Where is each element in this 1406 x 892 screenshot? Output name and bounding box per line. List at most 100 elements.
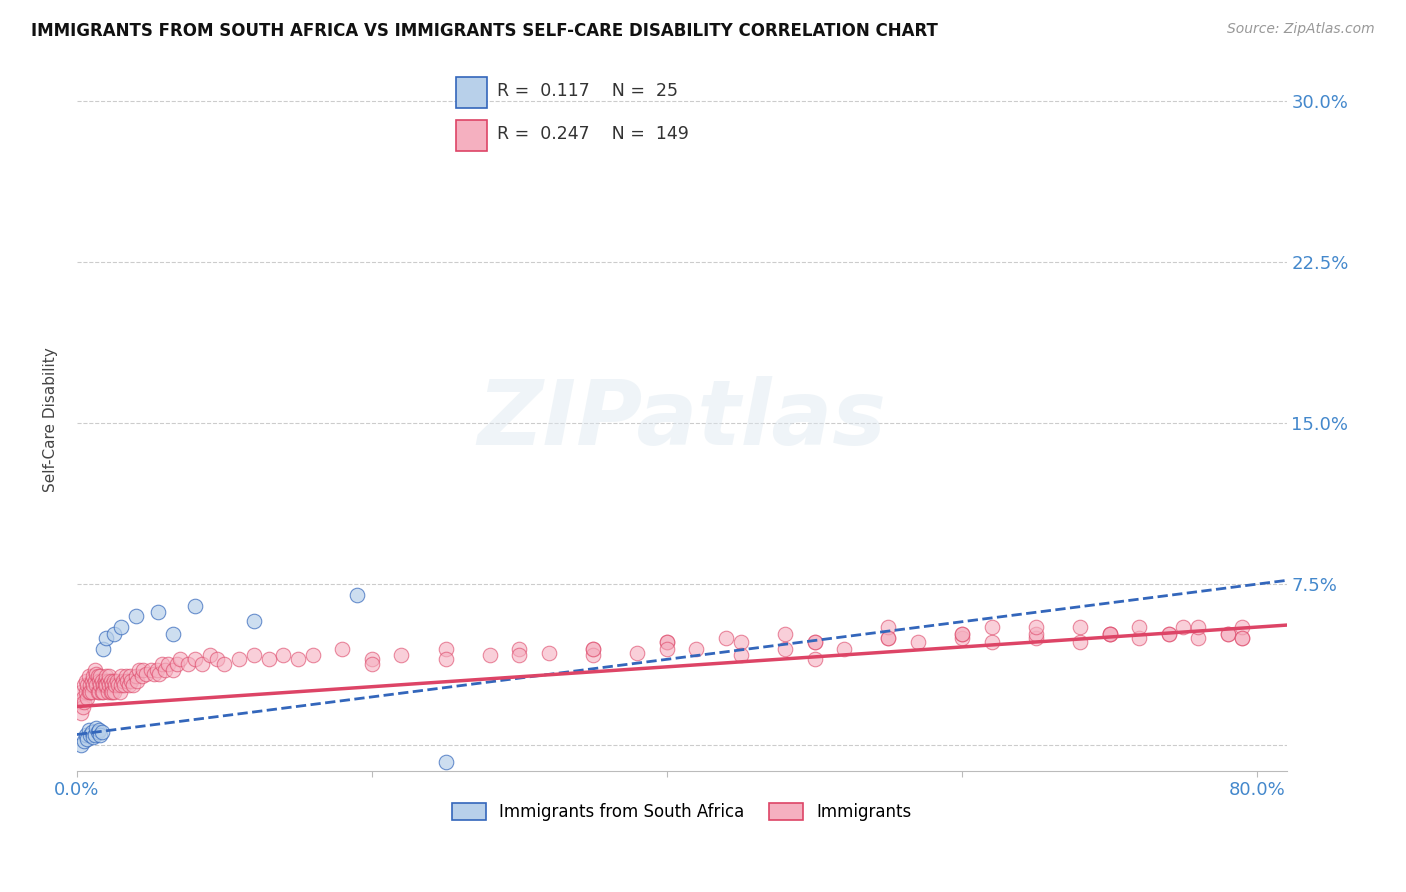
Point — [117, 678, 139, 692]
Point — [98, 678, 121, 692]
Point — [655, 641, 678, 656]
Point — [145, 663, 167, 677]
Point — [80, 673, 103, 688]
Point — [91, 673, 114, 688]
Point — [1157, 626, 1180, 640]
Point — [76, 731, 98, 746]
Point — [191, 657, 214, 671]
Point — [69, 695, 91, 709]
Point — [89, 678, 111, 692]
Point — [72, 690, 94, 705]
Point — [103, 684, 125, 698]
Point — [91, 684, 114, 698]
Point — [155, 663, 177, 677]
Point — [97, 684, 120, 698]
Point — [76, 678, 98, 692]
Point — [125, 669, 148, 683]
Point — [832, 641, 855, 656]
Point — [877, 631, 900, 645]
Point — [803, 635, 825, 649]
Point — [80, 725, 103, 739]
Point — [101, 684, 124, 698]
Point — [96, 678, 118, 692]
Point — [82, 730, 104, 744]
Point — [83, 673, 105, 688]
Point — [257, 652, 280, 666]
Point — [103, 626, 125, 640]
Point — [877, 620, 900, 634]
Point — [115, 673, 138, 688]
Point — [146, 605, 169, 619]
Point — [1069, 620, 1091, 634]
Point — [273, 648, 295, 662]
Point — [128, 663, 150, 677]
Point — [86, 725, 108, 739]
Point — [110, 669, 132, 683]
Point — [508, 641, 530, 656]
Point — [162, 626, 184, 640]
Point — [1025, 620, 1047, 634]
Point — [111, 673, 134, 688]
Point — [73, 678, 96, 692]
Point — [980, 635, 1002, 649]
Point — [80, 684, 103, 698]
Point — [346, 588, 368, 602]
Point — [198, 648, 221, 662]
Point — [508, 648, 530, 662]
Point — [93, 641, 115, 656]
Text: R =  0.247    N =  149: R = 0.247 N = 149 — [496, 125, 689, 144]
Point — [87, 673, 110, 688]
Point — [582, 648, 605, 662]
Legend: Immigrants from South Africa, Immigrants: Immigrants from South Africa, Immigrants — [444, 795, 920, 830]
Point — [110, 678, 132, 692]
Point — [803, 652, 825, 666]
Point — [73, 734, 96, 748]
Point — [148, 667, 170, 681]
Point — [84, 721, 107, 735]
Point — [87, 723, 110, 738]
Point — [1232, 620, 1254, 634]
Point — [100, 673, 122, 688]
Point — [77, 684, 100, 698]
Point — [714, 631, 737, 645]
Point — [142, 667, 165, 681]
Point — [243, 614, 266, 628]
Point — [162, 663, 184, 677]
Point — [391, 648, 413, 662]
Point — [87, 684, 110, 698]
Point — [361, 652, 384, 666]
Point — [877, 631, 900, 645]
Point — [79, 684, 101, 698]
Point — [105, 673, 128, 688]
Point — [77, 669, 100, 683]
Point — [120, 673, 142, 688]
Point — [205, 652, 228, 666]
Text: ZIPatlas: ZIPatlas — [477, 376, 886, 464]
Point — [478, 648, 501, 662]
Text: R =  0.117    N =  25: R = 0.117 N = 25 — [496, 82, 678, 100]
Point — [803, 635, 825, 649]
Point — [434, 641, 457, 656]
Point — [950, 626, 973, 640]
Point — [980, 620, 1002, 634]
FancyBboxPatch shape — [456, 77, 486, 108]
Point — [83, 727, 105, 741]
Point — [157, 657, 180, 671]
Point — [75, 673, 97, 688]
Point — [169, 652, 191, 666]
Text: Source: ZipAtlas.com: Source: ZipAtlas.com — [1227, 22, 1375, 37]
Point — [93, 678, 115, 692]
Point — [127, 673, 149, 688]
Point — [332, 641, 354, 656]
Point — [91, 725, 114, 739]
Point — [70, 738, 93, 752]
Point — [184, 599, 207, 613]
Point — [287, 652, 309, 666]
Point — [132, 663, 155, 677]
Point — [86, 684, 108, 698]
Point — [685, 641, 707, 656]
Point — [302, 648, 325, 662]
Point — [655, 635, 678, 649]
Point — [730, 635, 752, 649]
Point — [537, 646, 560, 660]
